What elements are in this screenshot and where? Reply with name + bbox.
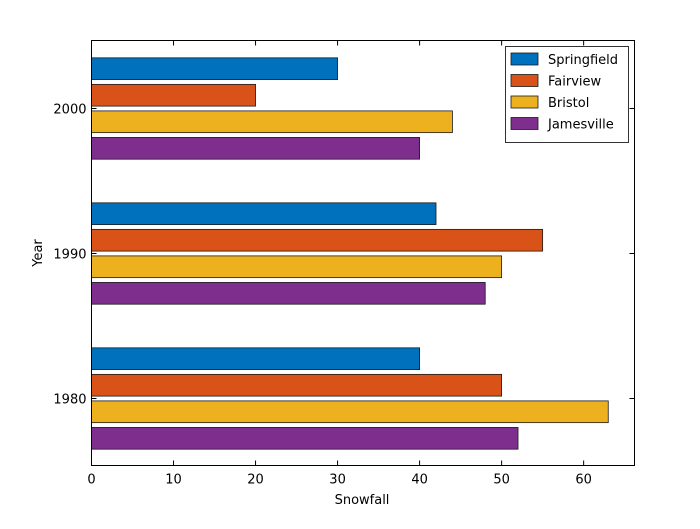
legend-swatch-bristol	[510, 95, 539, 109]
bar-springfield-2000	[91, 57, 338, 80]
bar-jamesville-1980	[91, 427, 519, 450]
x-tick-label: 40	[411, 473, 428, 488]
bar-bristol-1980	[91, 400, 609, 424]
bar-fairview-2000	[91, 83, 256, 107]
bar-fairview-1990	[91, 228, 544, 252]
x-tick-label: 0	[87, 473, 95, 488]
bar-bristol-2000	[91, 110, 453, 134]
x-tick-label: 50	[493, 473, 510, 488]
y-tick-label: 1990	[53, 248, 86, 263]
legend-label-jamesville: Jamesville	[547, 118, 614, 133]
legend-label-fairview: Fairview	[548, 75, 602, 90]
legend-label-springfield: Springfield	[548, 53, 618, 68]
bar-fairview-1980	[91, 373, 503, 397]
legend-swatch-springfield	[510, 52, 539, 66]
legend-label-bristol: Bristol	[548, 96, 589, 111]
x-tick-label: 30	[329, 473, 346, 488]
bar-springfield-1990	[91, 202, 437, 225]
y-tick-label: 2000	[53, 103, 86, 118]
bar-jamesville-2000	[91, 137, 420, 160]
x-tick-label: 20	[247, 473, 264, 488]
x-axis-label: Snowfall	[335, 493, 390, 508]
x-tick-label: 10	[165, 473, 182, 488]
y-tick-label: 1980	[53, 393, 86, 408]
legend: Springfield Fairview Bristol Jamesville	[505, 46, 629, 143]
bar-bristol-1990	[91, 255, 503, 279]
bar-springfield-1980	[91, 347, 420, 370]
legend-swatch-jamesville	[510, 117, 539, 130]
legend-swatch-fairview	[510, 74, 539, 87]
y-axis-label: Year	[31, 239, 46, 268]
bar-jamesville-1990	[91, 282, 486, 305]
x-tick-label: 60	[575, 473, 592, 488]
plot-area-frame	[91, 40, 635, 466]
